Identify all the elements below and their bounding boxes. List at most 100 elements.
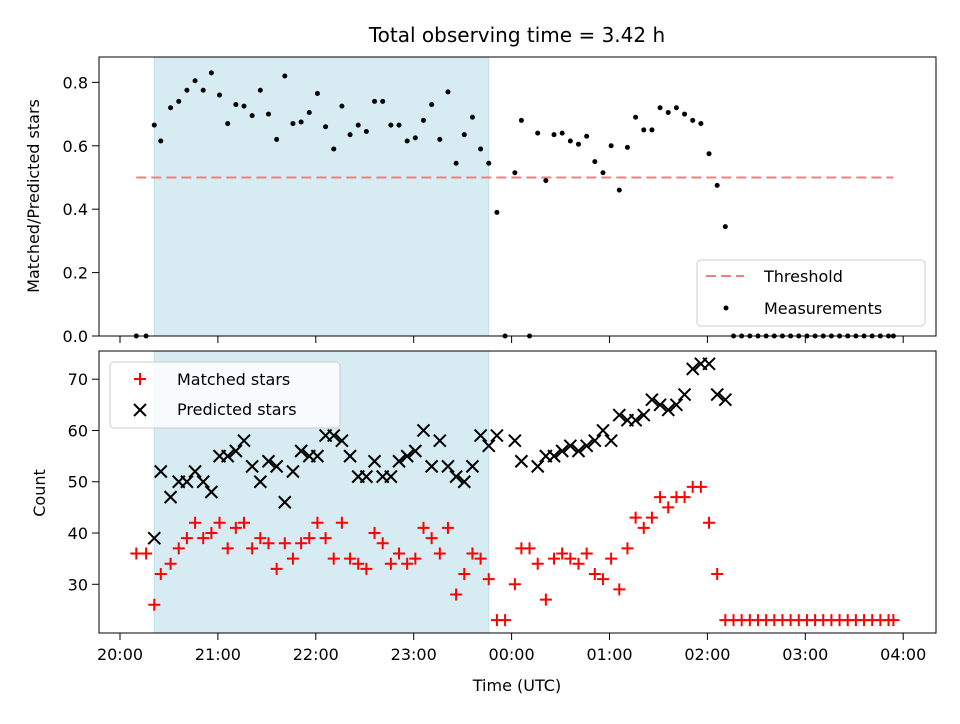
x-tick-label: 22:00 [293, 645, 339, 664]
predicted-star-point [335, 434, 349, 448]
predicted-star-point [449, 469, 463, 484]
top-y-tick-label: 0.8 [63, 73, 88, 92]
matched-star-point [278, 537, 291, 550]
measurement-point [453, 160, 459, 166]
matched-star-point [238, 516, 251, 529]
matched-star-point [887, 614, 900, 627]
predicted-star-point [408, 444, 423, 458]
matched-star-point [376, 537, 389, 550]
x-tick-label: 01:00 [586, 645, 632, 664]
matched-star-point [286, 552, 299, 565]
matched-star-point [433, 547, 446, 560]
measurement-point [657, 105, 663, 111]
predicted-star-point [433, 434, 447, 448]
predicted-star-point [229, 444, 243, 458]
predicted-star-point [579, 439, 594, 453]
matched-star-point [450, 588, 463, 601]
top-y-tick-label: 0.6 [63, 137, 88, 156]
measurement-point [706, 151, 712, 157]
legend-matched-label: Matched stars [177, 370, 290, 389]
matched-star-point [352, 557, 365, 570]
measurement-point [241, 103, 247, 109]
legend-measurements-swatch [723, 305, 729, 311]
matched-star-point [148, 598, 161, 611]
measurement-point [396, 122, 402, 128]
predicted-star-point [294, 444, 308, 458]
matched-star-point [246, 542, 259, 555]
matched-star-point [645, 511, 658, 524]
measurement-point [494, 209, 500, 215]
legend-measurements-label: Measurements [764, 299, 882, 318]
predicted-star-point [530, 459, 545, 474]
predicted-star-point [261, 454, 276, 468]
top-y-tick-label: 0.0 [63, 327, 88, 346]
measurement-point [469, 114, 475, 120]
x-tick-label: 04:00 [880, 645, 926, 664]
predicted-star-point [588, 434, 602, 448]
matched-star-point [711, 568, 724, 581]
bottom-legend-box [109, 361, 341, 429]
predicted-star-point [473, 428, 488, 443]
x-tick-label: 20:00 [97, 645, 143, 664]
matched-star-point [588, 568, 601, 581]
bottom-y-tick-label: 40 [68, 524, 88, 543]
predicted-star-point [686, 362, 700, 376]
predicted-star-point [286, 464, 300, 479]
bottom-y-tick-label: 30 [68, 575, 88, 594]
predicted-star-point [653, 398, 667, 412]
measurement-point [380, 98, 386, 104]
bottom-panel-frame [98, 350, 937, 634]
matched-star-point [189, 516, 202, 529]
predicted-star-point [253, 475, 268, 489]
predicted-star-point [441, 459, 455, 474]
predicted-star-point [359, 469, 374, 484]
matched-star-point [637, 521, 650, 534]
matched-star-point [254, 532, 267, 545]
measurement-point [158, 138, 164, 144]
top-y-axis-ticks: 0.0 0.2 0.4 0.6 0.8 [63, 73, 99, 346]
measurement-point [192, 78, 198, 84]
predicted-star-point [416, 423, 431, 438]
matched-star-point [401, 557, 414, 570]
measurement-point [363, 129, 369, 135]
predicted-star-point [628, 413, 643, 427]
measurement-point [265, 111, 271, 117]
measurement-point [616, 187, 622, 193]
matched-star-point [531, 557, 544, 570]
predicted-star-point [204, 485, 219, 499]
measurement-point [249, 113, 255, 119]
measurement-point [323, 124, 329, 130]
measurement-point [355, 122, 361, 128]
chart-title: Total observing time = 3.42 h [368, 23, 665, 47]
matched-star-point [694, 480, 707, 493]
predicted-star-point [637, 408, 651, 422]
measurement-point [624, 144, 630, 150]
measurement-point [649, 127, 655, 133]
top-y-tick-label: 0.4 [63, 200, 88, 219]
measurement-point [412, 135, 418, 141]
predicted-star-point [237, 434, 251, 448]
matched-star-point [229, 521, 242, 534]
predicted-star-point [327, 428, 341, 443]
measurement-point [592, 159, 598, 165]
x-tick-label: 00:00 [489, 645, 535, 664]
matched-star-point [197, 532, 210, 545]
predicted-star-point [154, 464, 168, 479]
measurement-point [331, 146, 337, 152]
measurement-point [290, 121, 296, 127]
predicted-star-point [384, 469, 398, 484]
measurement-point [690, 117, 696, 123]
legend-threshold-label: Threshold [763, 267, 843, 286]
matched-star-point [580, 547, 593, 560]
matched-star-point [523, 542, 536, 555]
predicted-star-point [612, 408, 626, 422]
measurement-point [559, 130, 565, 136]
measurement-point [225, 121, 231, 127]
matched-star-point [205, 527, 218, 540]
predicted-star-point [547, 449, 561, 463]
measurement-point [200, 87, 206, 93]
measurement-point [176, 98, 182, 104]
measurement-point [184, 87, 190, 93]
predicted-star-point [563, 439, 578, 453]
